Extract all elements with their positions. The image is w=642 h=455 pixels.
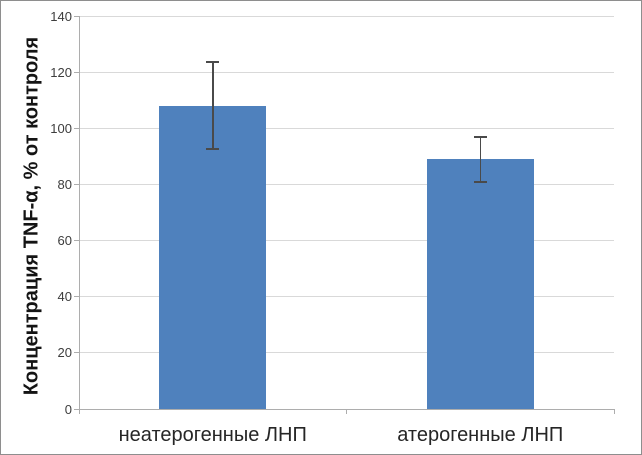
x-category-label-0: неатерогенные ЛНП bbox=[118, 424, 307, 446]
gridline-60 bbox=[79, 240, 614, 242]
y-tick-mark-40 bbox=[74, 296, 79, 298]
gridline-140 bbox=[79, 15, 614, 17]
y-tick-mark-20 bbox=[74, 352, 79, 354]
y-tick-label-140: 140 bbox=[50, 8, 72, 24]
error-bar-top-cap-0 bbox=[206, 61, 220, 64]
y-tick-label-20: 20 bbox=[57, 345, 72, 361]
gridline-80 bbox=[79, 183, 614, 185]
gridline-40 bbox=[79, 296, 614, 298]
y-tick-mark-100 bbox=[74, 127, 79, 129]
y-tick-mark-80 bbox=[74, 183, 79, 185]
error-bar-line-1 bbox=[479, 136, 481, 182]
gridline-120 bbox=[79, 71, 614, 73]
x-tick-mark-2 bbox=[613, 409, 615, 414]
y-tick-mark-60 bbox=[74, 240, 79, 242]
y-tick-label-100: 100 bbox=[50, 120, 72, 136]
y-axis-line bbox=[79, 16, 80, 410]
y-axis-title: Концентрация TNF-α, % от контроля bbox=[20, 36, 43, 396]
y-tick-label-120: 120 bbox=[50, 64, 72, 80]
y-tick-mark-140 bbox=[74, 15, 79, 17]
bar-1 bbox=[426, 159, 534, 409]
x-tick-mark-1 bbox=[346, 409, 347, 414]
bar-0 bbox=[159, 105, 267, 409]
error-bar-top-cap-1 bbox=[473, 135, 487, 138]
x-category-label-1: атерогенные ЛНП bbox=[397, 424, 564, 446]
y-tick-label-60: 60 bbox=[57, 233, 72, 249]
y-tick-mark-0 bbox=[74, 408, 79, 410]
x-tick-mark-0 bbox=[78, 409, 80, 414]
y-tick-label-80: 80 bbox=[57, 176, 72, 192]
y-tick-label-40: 40 bbox=[57, 289, 72, 305]
error-bar-bottom-cap-0 bbox=[206, 148, 220, 151]
gridline-20 bbox=[79, 352, 614, 354]
y-tick-mark-120 bbox=[74, 71, 79, 73]
error-bar-bottom-cap-1 bbox=[473, 180, 487, 183]
y-tick-label-0: 0 bbox=[64, 401, 72, 417]
gridline-100 bbox=[79, 127, 614, 129]
error-bar-line-0 bbox=[212, 62, 214, 150]
